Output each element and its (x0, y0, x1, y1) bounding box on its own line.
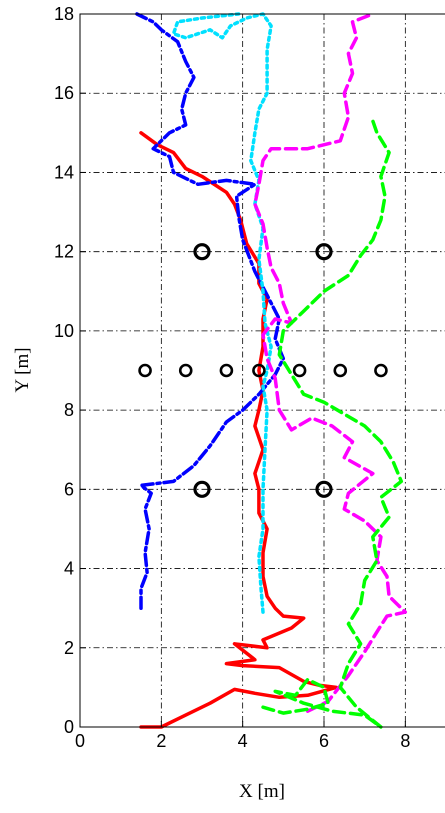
y-tick-label-6: 12 (54, 242, 74, 262)
series-line-2 (171, 12, 273, 614)
x-tick-label-3: 6 (319, 731, 329, 751)
marker-5 (252, 363, 266, 378)
plot-background (80, 14, 445, 727)
marker-10 (315, 480, 333, 498)
marker-group (138, 243, 388, 498)
x-axis-label: X [m] (239, 781, 285, 802)
marker-4 (219, 363, 234, 378)
y-tick-label-7: 14 (54, 162, 74, 182)
axes-frame (79, 13, 445, 728)
x-tick-label-0: 0 (75, 731, 85, 751)
marker-2 (138, 363, 152, 378)
series-line-1 (135, 12, 286, 610)
marker-0 (193, 243, 211, 261)
y-axis-label: Y [m] (12, 347, 33, 392)
plot-frame (79, 13, 445, 728)
y-tick-label-4: 8 (64, 400, 74, 420)
x-tick-label-4: 8 (400, 731, 410, 751)
y-tick-label-1: 2 (64, 638, 74, 658)
y-tick-label-8: 16 (54, 83, 74, 103)
y-tick-label-0: 0 (64, 717, 74, 737)
marker-6 (292, 363, 307, 378)
marker-9 (193, 480, 211, 498)
marker-3 (178, 363, 193, 378)
marker-1 (315, 243, 333, 261)
y-tick-label-3: 6 (64, 479, 74, 499)
x-tick-label-1: 2 (156, 731, 166, 751)
y-tick-label-9: 18 (54, 4, 74, 24)
tick-labels: 0 2 4 6 8 0 2 4 6 8 10 12 14 16 18 (54, 4, 410, 751)
series-line-4 (261, 119, 404, 729)
series-group (135, 12, 408, 729)
series-line-3 (253, 12, 408, 713)
x-tick-label-2: 4 (238, 731, 248, 751)
series-line-0 (139, 131, 338, 729)
marker-7 (333, 363, 348, 378)
y-tick-label-2: 4 (64, 559, 74, 579)
y-tick-label-5: 10 (54, 321, 74, 341)
marker-8 (374, 363, 388, 378)
